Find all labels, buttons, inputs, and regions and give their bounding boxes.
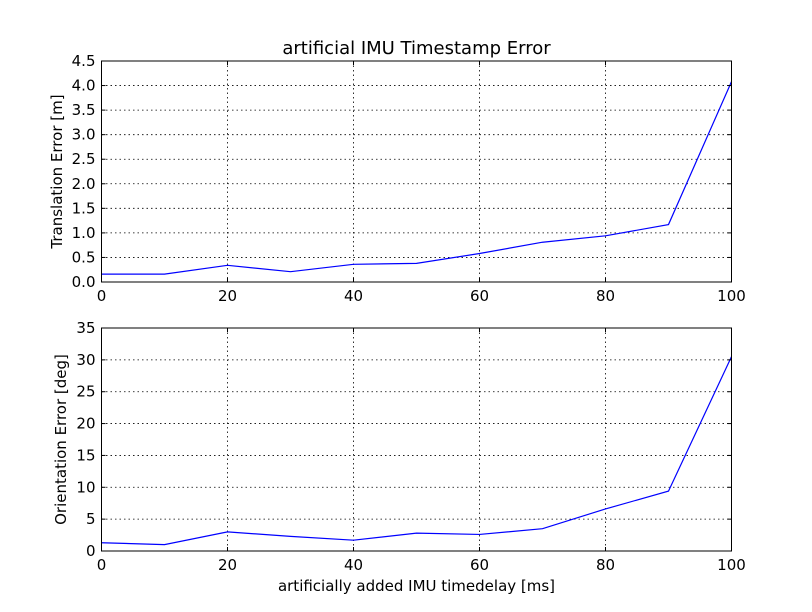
y-tick-label: 20 bbox=[76, 415, 95, 433]
x-tick-label: 60 bbox=[470, 287, 489, 305]
y-tick-label: 10 bbox=[76, 478, 95, 496]
y-tick-label: 1.5 bbox=[72, 199, 96, 217]
y-tick-label: 3.0 bbox=[72, 126, 96, 144]
y-tick-label: 3.5 bbox=[72, 101, 96, 119]
x-tick-label: 20 bbox=[218, 287, 237, 305]
translation-error-subplot: artificial IMU Timestamp Error Translati… bbox=[48, 38, 746, 305]
y-tick-label: 1.0 bbox=[72, 224, 96, 242]
y-tick-label: 2.0 bbox=[72, 175, 96, 193]
chart-title: artificial IMU Timestamp Error bbox=[282, 38, 551, 59]
translation-ticks: 0 20 40 60 80 100 0.0 0.5 1.0 1.5 2.0 2.5 3.0 3.5 4.0 4… bbox=[72, 52, 746, 305]
x-tick-label: 100 bbox=[717, 287, 746, 305]
y-tick-label: 0 bbox=[86, 542, 96, 560]
y-tick-label: 35 bbox=[76, 319, 95, 337]
y-tick-label: 4.0 bbox=[72, 77, 96, 95]
y-tick-label: 30 bbox=[76, 351, 95, 369]
orientation-series bbox=[101, 356, 733, 546]
x-axis-label: artificially added IMU timedelay [ms] bbox=[278, 577, 555, 595]
y-tick-label: 5 bbox=[86, 510, 96, 528]
y-tick-label: 15 bbox=[76, 446, 95, 464]
y-tick-label: 0.5 bbox=[72, 248, 96, 266]
orientation-y-axis-label: Orientation Error [deg] bbox=[52, 354, 70, 525]
translation-plot-frame bbox=[101, 60, 732, 283]
orientation-gridlines bbox=[101, 328, 732, 551]
orientation-error-subplot: Orientation Error [deg] artificially add… bbox=[52, 319, 746, 595]
translation-gridlines bbox=[101, 61, 732, 282]
y-tick-label: 4.5 bbox=[72, 52, 96, 70]
x-tick-label: 100 bbox=[717, 556, 746, 574]
translation-series bbox=[101, 81, 733, 275]
series-line bbox=[101, 356, 733, 546]
y-tick-label: 25 bbox=[76, 383, 95, 401]
translation-y-axis-label: Translation Error [m] bbox=[48, 94, 66, 249]
x-tick-label: 60 bbox=[470, 556, 489, 574]
x-tick-label: 80 bbox=[596, 287, 615, 305]
x-tick-label: 20 bbox=[218, 556, 237, 574]
x-tick-label: 80 bbox=[596, 556, 615, 574]
x-tick-label: 0 bbox=[97, 287, 107, 305]
y-tick-label: 0.0 bbox=[72, 273, 96, 291]
x-tick-label: 0 bbox=[97, 556, 107, 574]
y-tick-label: 2.5 bbox=[72, 150, 96, 168]
orientation-plot-frame bbox=[101, 327, 732, 552]
x-tick-label: 40 bbox=[344, 287, 363, 305]
series-line bbox=[101, 81, 733, 275]
orientation-ticks: 0 20 40 60 80 100 0 5 10 15 20 25 30 35 bbox=[76, 319, 745, 574]
x-tick-label: 40 bbox=[344, 556, 363, 574]
